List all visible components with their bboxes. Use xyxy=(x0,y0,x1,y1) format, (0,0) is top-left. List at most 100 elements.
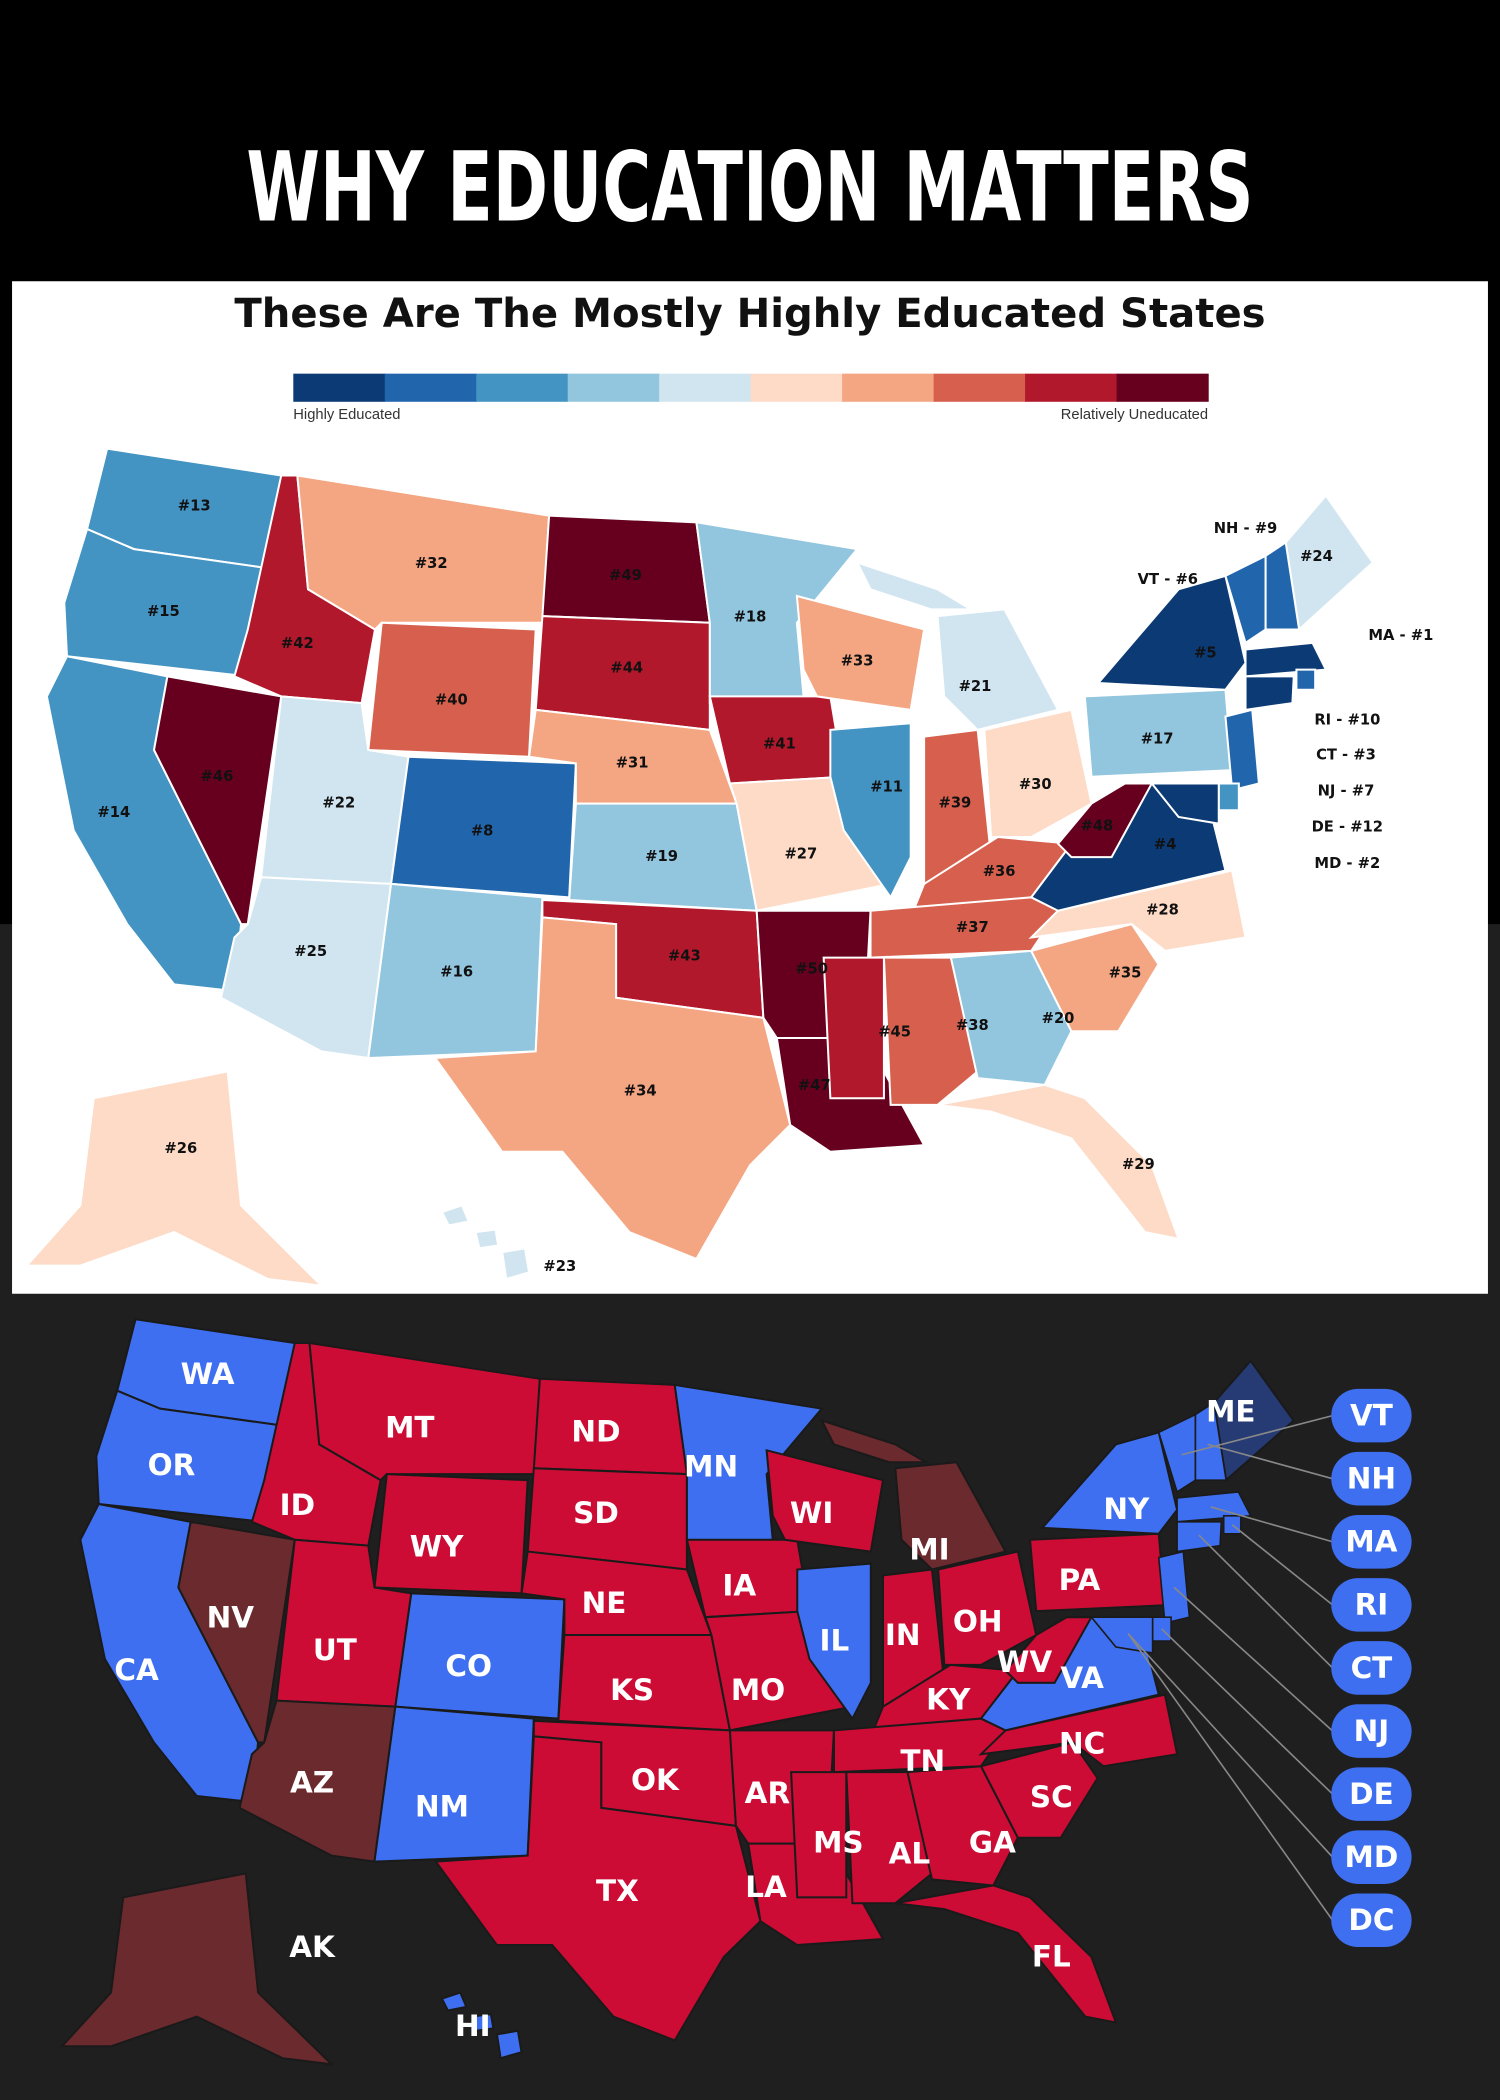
callout-pill xyxy=(1331,1893,1412,1948)
rank-label: MA - #1 xyxy=(1368,627,1433,644)
legend-swatch xyxy=(384,373,477,402)
legend-swatch xyxy=(476,373,569,402)
legend-swatch xyxy=(659,373,752,402)
callout-line xyxy=(1231,1524,1334,1606)
callout-pill xyxy=(1331,1578,1412,1632)
education-map: #13 #15 #14 #46 #42 #32 #40 #22 #8 #25 #16 #49 #44 #3… xyxy=(24,447,1433,1288)
state-label: MS xyxy=(813,1826,864,1860)
state-shape xyxy=(937,1550,1038,1666)
state-shape xyxy=(979,1741,1099,1839)
rank-label: #16 xyxy=(440,963,473,980)
callout-label: DC xyxy=(1348,1903,1394,1937)
state-label: TN xyxy=(900,1744,945,1778)
rank-label: #28 xyxy=(1146,902,1179,919)
state-shape xyxy=(440,1204,531,1281)
rank-label: #14 xyxy=(97,804,130,821)
state-shape xyxy=(1096,574,1247,691)
state-label: GA xyxy=(969,1826,1016,1860)
rank-label: #23 xyxy=(543,1258,576,1275)
meme-title: WHY EDUCATION MATTERS xyxy=(246,132,1253,244)
rank-label: #4 xyxy=(1154,836,1177,853)
state-shape xyxy=(59,1872,335,2066)
state-shape xyxy=(24,1070,325,1288)
state-label: NM xyxy=(415,1790,469,1824)
callout-line xyxy=(1173,1586,1334,1732)
rank-label: #42 xyxy=(281,635,314,652)
state-shape xyxy=(177,1520,296,1744)
rank-label: #18 xyxy=(734,608,767,625)
state-label: WY xyxy=(410,1530,464,1564)
state-label: NE xyxy=(582,1586,627,1620)
legend-swatch xyxy=(567,373,660,402)
state-shape xyxy=(983,708,1093,839)
state-label: IA xyxy=(722,1569,756,1603)
state-label: MN xyxy=(684,1449,738,1483)
callout-pill xyxy=(1331,1514,1412,1569)
callout-pill xyxy=(1331,1641,1412,1695)
state-shape xyxy=(1176,1491,1252,1523)
rank-label: #38 xyxy=(956,1017,989,1034)
state-shape xyxy=(440,1991,523,2060)
state-label: OK xyxy=(631,1763,680,1797)
state-label: MT xyxy=(385,1411,434,1445)
state-label: CO xyxy=(445,1649,492,1683)
state-shape xyxy=(1264,540,1301,631)
rank-label: #32 xyxy=(415,555,448,572)
callout-label: DE xyxy=(1349,1777,1394,1811)
state-label: KS xyxy=(610,1673,654,1707)
state-label: ND xyxy=(571,1415,620,1449)
callout-pill xyxy=(1331,1704,1412,1758)
state-label: AK xyxy=(289,1930,336,1964)
legend-swatch xyxy=(1116,373,1209,402)
rank-label: #11 xyxy=(870,779,903,796)
state-shape xyxy=(822,956,885,1100)
rank-label: VT - #6 xyxy=(1138,571,1198,588)
state-label: MO xyxy=(731,1673,785,1707)
rank-label: #31 xyxy=(616,754,649,771)
rank-label: #19 xyxy=(645,848,678,865)
state-label: WV xyxy=(997,1645,1052,1679)
callout-pill xyxy=(1331,1767,1412,1821)
state-shape xyxy=(829,722,912,900)
callout-label: MD xyxy=(1345,1840,1399,1874)
callout-label: VT xyxy=(1350,1398,1393,1432)
state-shape xyxy=(433,1735,762,2042)
state-label: WI xyxy=(790,1496,833,1530)
legend-high-label: Relatively Uneducated xyxy=(1061,407,1208,423)
rank-label: #8 xyxy=(471,823,494,840)
state-shape xyxy=(895,1884,1118,2024)
state-label: FL xyxy=(1032,1940,1071,1974)
state-shape xyxy=(765,1448,885,1553)
rank-label: #22 xyxy=(322,795,355,812)
state-shape xyxy=(1149,782,1220,825)
rank-label: #17 xyxy=(1141,730,1174,747)
state-shape xyxy=(949,949,1073,1086)
legend-swatch xyxy=(842,373,935,402)
state-label: OH xyxy=(953,1605,1003,1639)
state-shape xyxy=(152,675,283,926)
callout-line xyxy=(1181,1414,1333,1456)
rank-label: #20 xyxy=(1042,1010,1075,1027)
rank-label: #39 xyxy=(938,795,971,812)
legend-low-label: Highly Educated xyxy=(293,407,400,423)
state-shape xyxy=(796,1562,872,1721)
rank-label: #26 xyxy=(164,1140,197,1157)
state-label: LA xyxy=(745,1870,787,1904)
callout-line xyxy=(1127,1633,1334,1858)
state-label: OR xyxy=(148,1448,196,1482)
state-label: AZ xyxy=(290,1765,334,1799)
callout-line xyxy=(1207,1443,1333,1480)
state-shape xyxy=(1194,1401,1228,1481)
state-label: CA xyxy=(114,1653,159,1687)
state-label: SC xyxy=(1030,1780,1073,1814)
rank-label: NH - #9 xyxy=(1214,520,1278,537)
state-shape xyxy=(795,594,926,711)
legend-swatch xyxy=(750,373,843,402)
rank-label: #48 xyxy=(1080,817,1113,834)
state-label: AR xyxy=(745,1776,791,1810)
callout-pill xyxy=(1331,1830,1412,1884)
state-label: IL xyxy=(820,1623,850,1657)
state-shape xyxy=(845,1771,934,1905)
rank-label: #44 xyxy=(610,659,643,676)
